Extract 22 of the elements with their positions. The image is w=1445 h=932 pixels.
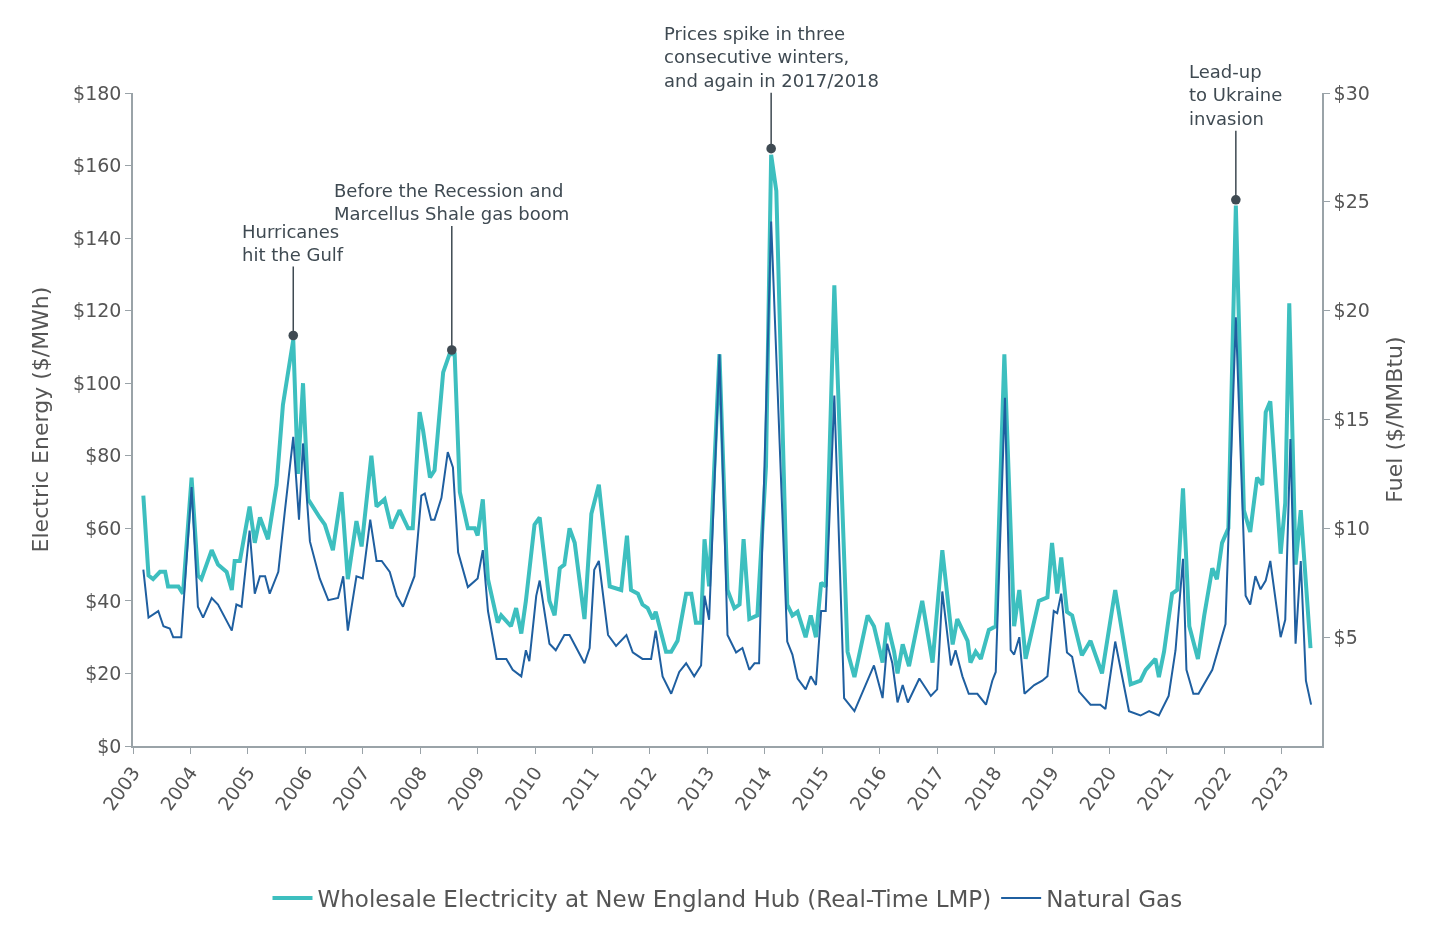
y-tick-label: $160 [73, 154, 122, 177]
y2-tick-label: $10 [1333, 516, 1370, 539]
y-tick-label: $20 [85, 662, 122, 685]
legend-label: Wholesale Electricity at New England Hub (Real-Time LMP) [317, 886, 992, 913]
y-axis-title: Electric Energy ($/MWh) [28, 286, 54, 553]
annotation: Lead-up to Ukraine invasion [1189, 61, 1283, 129]
y-tick-label: $180 [73, 81, 122, 104]
y-tick-label: $140 [73, 226, 122, 249]
y2-tick-label: $20 [1333, 299, 1370, 322]
y-tick-label: $100 [73, 371, 122, 394]
y-tick-label: $0 [97, 734, 122, 757]
y-tick-label: $120 [73, 299, 122, 322]
y2-tick-label: $25 [1333, 190, 1370, 213]
legend-label: Natural Gas [1046, 886, 1183, 913]
y-tick-label: $40 [85, 589, 122, 612]
annotation: Prices spike in three consecutive winters, and again in 2017/2018 [664, 23, 880, 91]
y2-tick-label: $15 [1333, 408, 1370, 431]
y2-axis-title: Fuel ($/MMBtu) [1382, 336, 1408, 503]
y-tick-label: $80 [85, 444, 122, 467]
y2-tick-label: $30 [1333, 81, 1370, 104]
y-tick-label: $60 [85, 516, 122, 539]
y2-tick-label: $5 [1333, 625, 1358, 648]
